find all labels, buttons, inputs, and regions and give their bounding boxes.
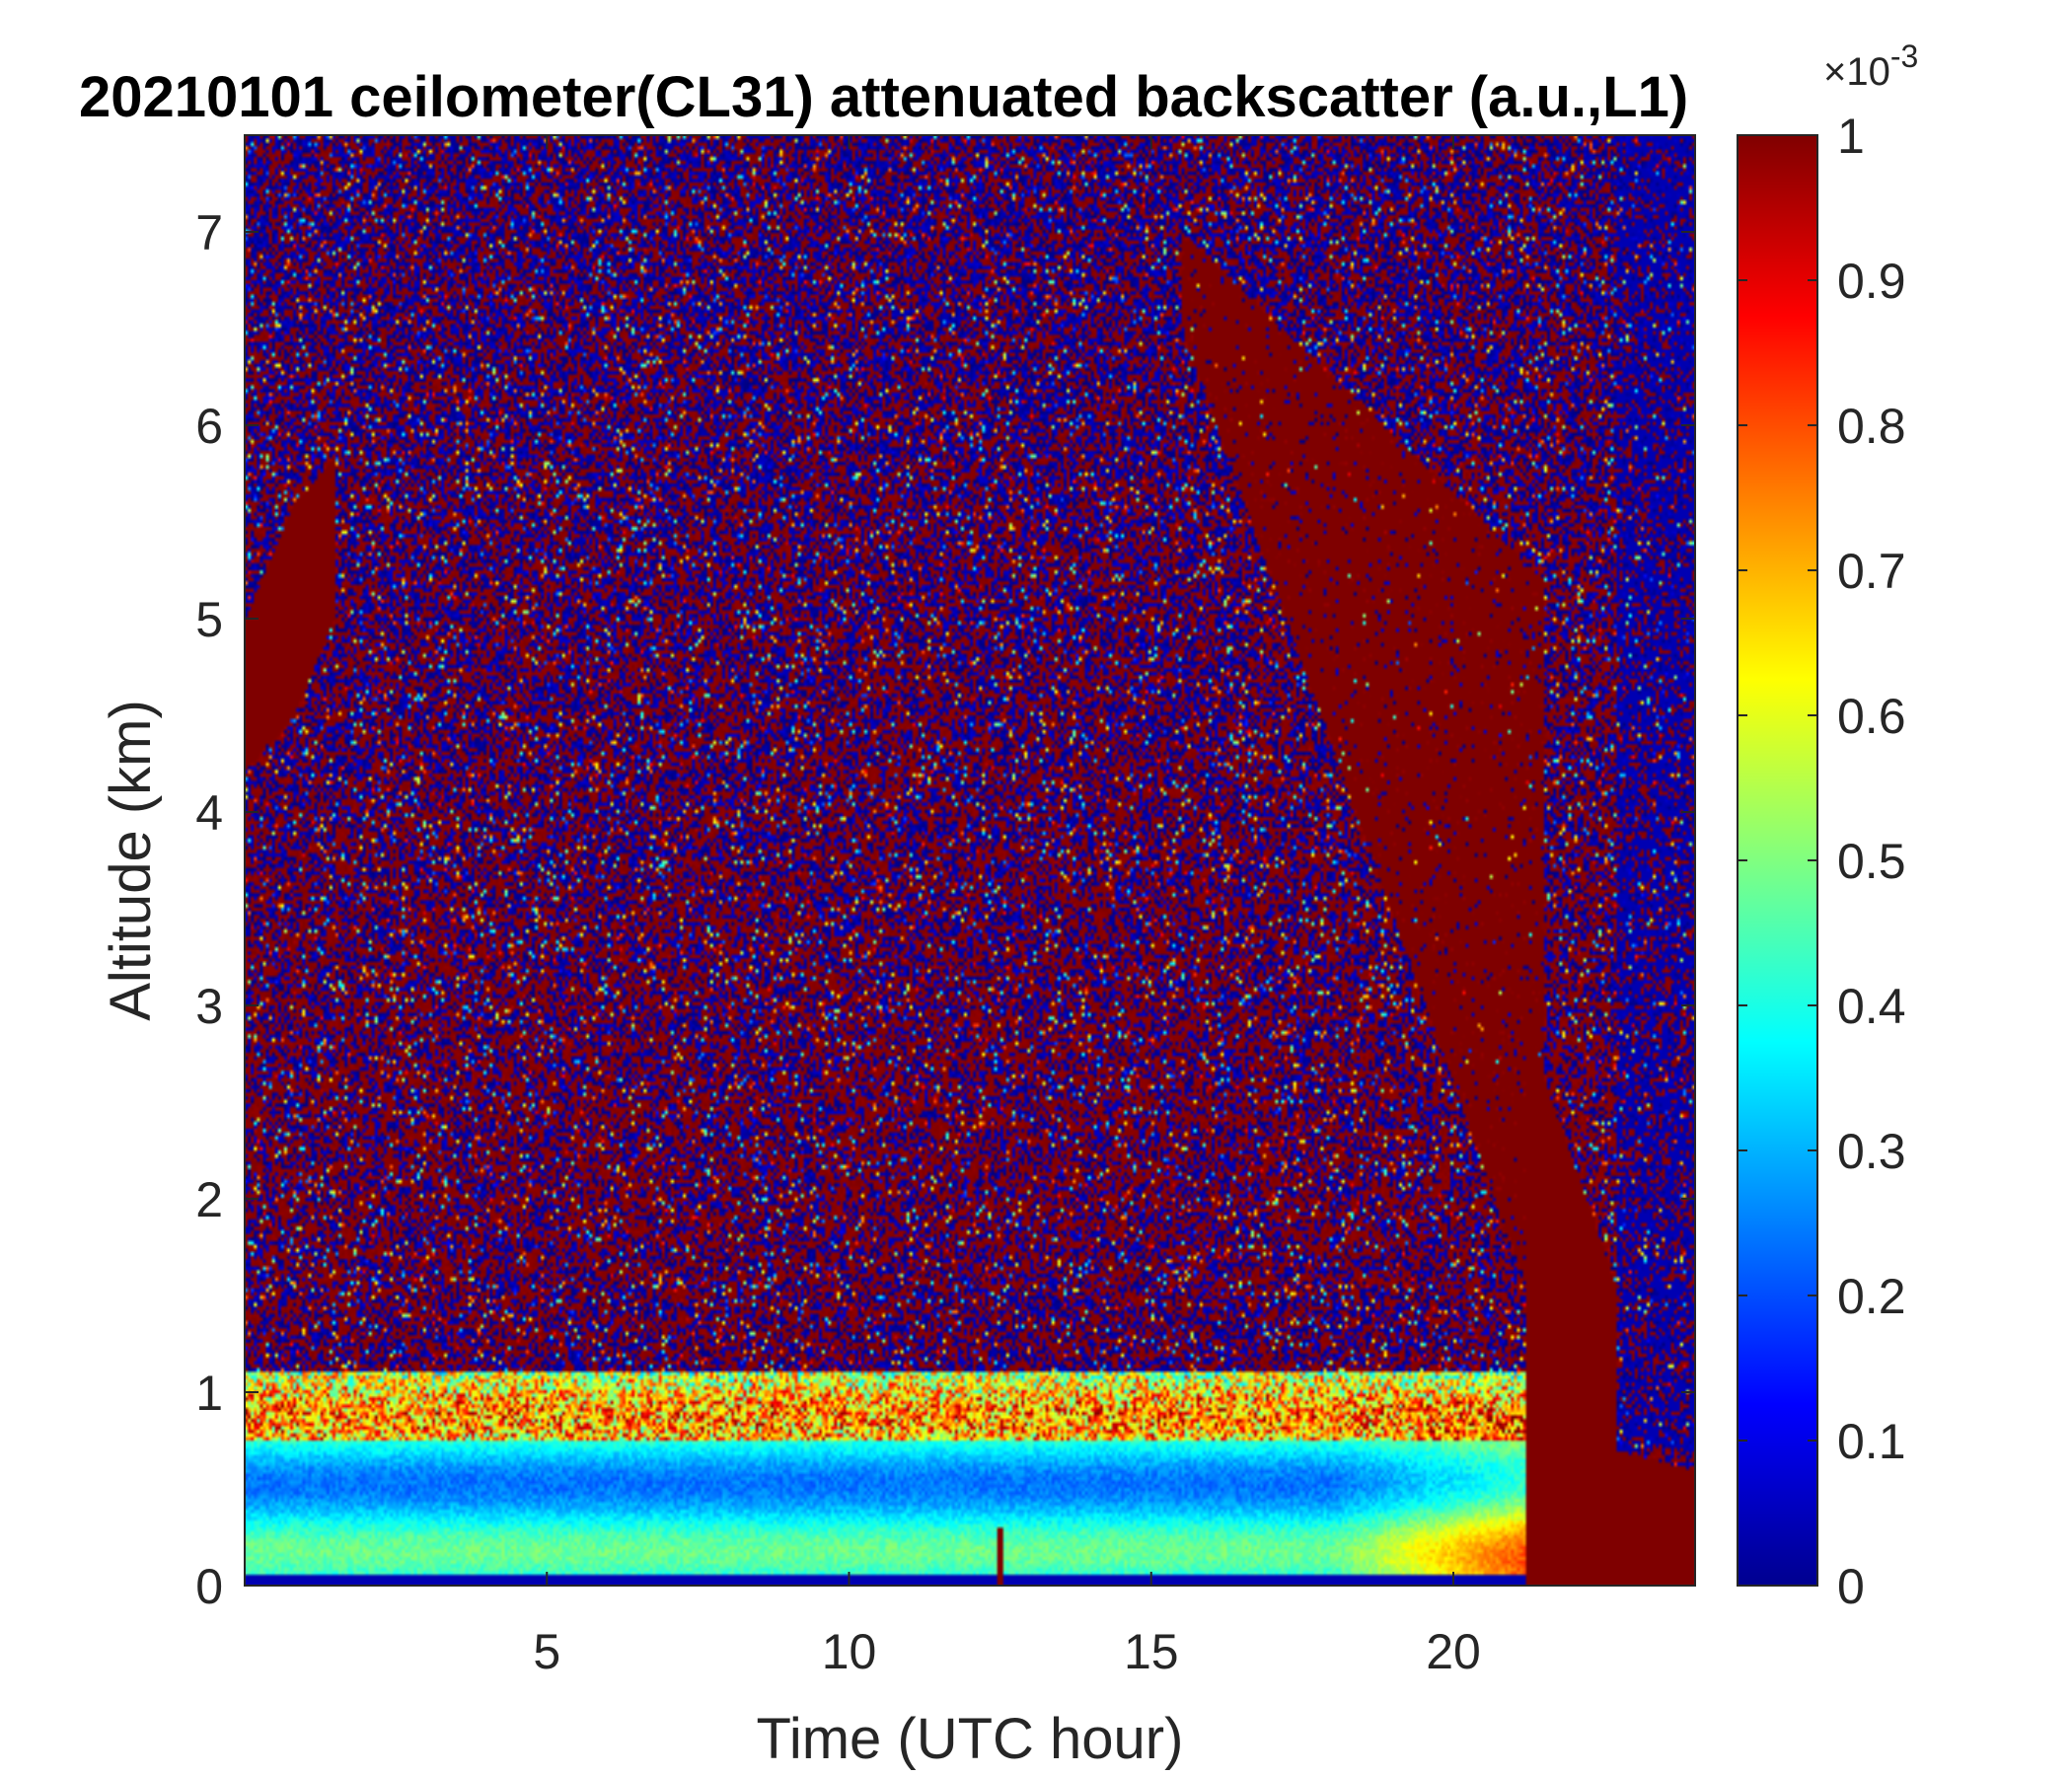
x-tick-label: 15: [1124, 1624, 1179, 1679]
colorbar-tick-label: 0: [1837, 1559, 1865, 1614]
colorbar-tick-label: 0.4: [1837, 979, 1906, 1034]
colorbar-tick-label: 0.5: [1837, 834, 1906, 889]
colorbar-exponent-base: ×10: [1823, 50, 1890, 94]
colorbar-ticks: 0 0.1 0.2 0.3 0.4 0.5 0.6 0.7 0.8 0.9 1: [1738, 109, 1906, 1614]
y-tick-label: 6: [195, 399, 223, 454]
colorbar-tick-label: 0.2: [1837, 1269, 1906, 1324]
y-tick-label: 0: [195, 1559, 223, 1614]
colorbar-tick-label: 0.1: [1837, 1414, 1906, 1469]
colorbar-gradient: [1737, 134, 1818, 1587]
y-tick-label: 5: [195, 592, 223, 647]
y-tick-label: 2: [195, 1172, 223, 1227]
y-tick-label: 4: [195, 785, 223, 841]
x-tick-label: 20: [1426, 1624, 1481, 1679]
x-axis: 5 10 15 20: [533, 135, 1481, 1679]
colorbar-tick-label: 0.7: [1837, 544, 1906, 599]
colorbar-exponent: ×10-3: [1823, 38, 1918, 94]
y-axis-label: Altitude (km): [99, 700, 163, 1021]
x-axis-label: Time (UTC hour): [757, 1707, 1184, 1771]
colorbar-tick-label: 1: [1837, 109, 1865, 164]
colorbar: 0 0.1 0.2 0.3 0.4 0.5 0.6 0.7 0.8 0.9 1 ×10-3: [1737, 38, 1918, 1614]
backscatter-heatmap: [245, 135, 1695, 1586]
plot-frame: [244, 134, 1696, 1587]
y-tick-label: 3: [195, 979, 223, 1034]
colorbar-tick-label: 0.3: [1837, 1124, 1906, 1179]
x-tick-label: 5: [533, 1624, 560, 1679]
colorbar-tick-label: 0.8: [1837, 399, 1906, 454]
colorbar-tick-label: 0.9: [1837, 254, 1906, 309]
y-axis: 0 1 2 3 4 5 6 7: [195, 205, 1695, 1614]
chart-title: 20210101 ceilometer(CL31) attenuated bac…: [79, 65, 1688, 129]
x-tick-label: 10: [822, 1624, 877, 1679]
colorbar-exponent-power: -3: [1890, 38, 1918, 74]
y-tick-label: 1: [195, 1366, 223, 1421]
plot-area: [245, 135, 1695, 1586]
y-tick-label: 7: [195, 205, 223, 260]
colorbar-tick-label: 0.6: [1837, 689, 1906, 744]
